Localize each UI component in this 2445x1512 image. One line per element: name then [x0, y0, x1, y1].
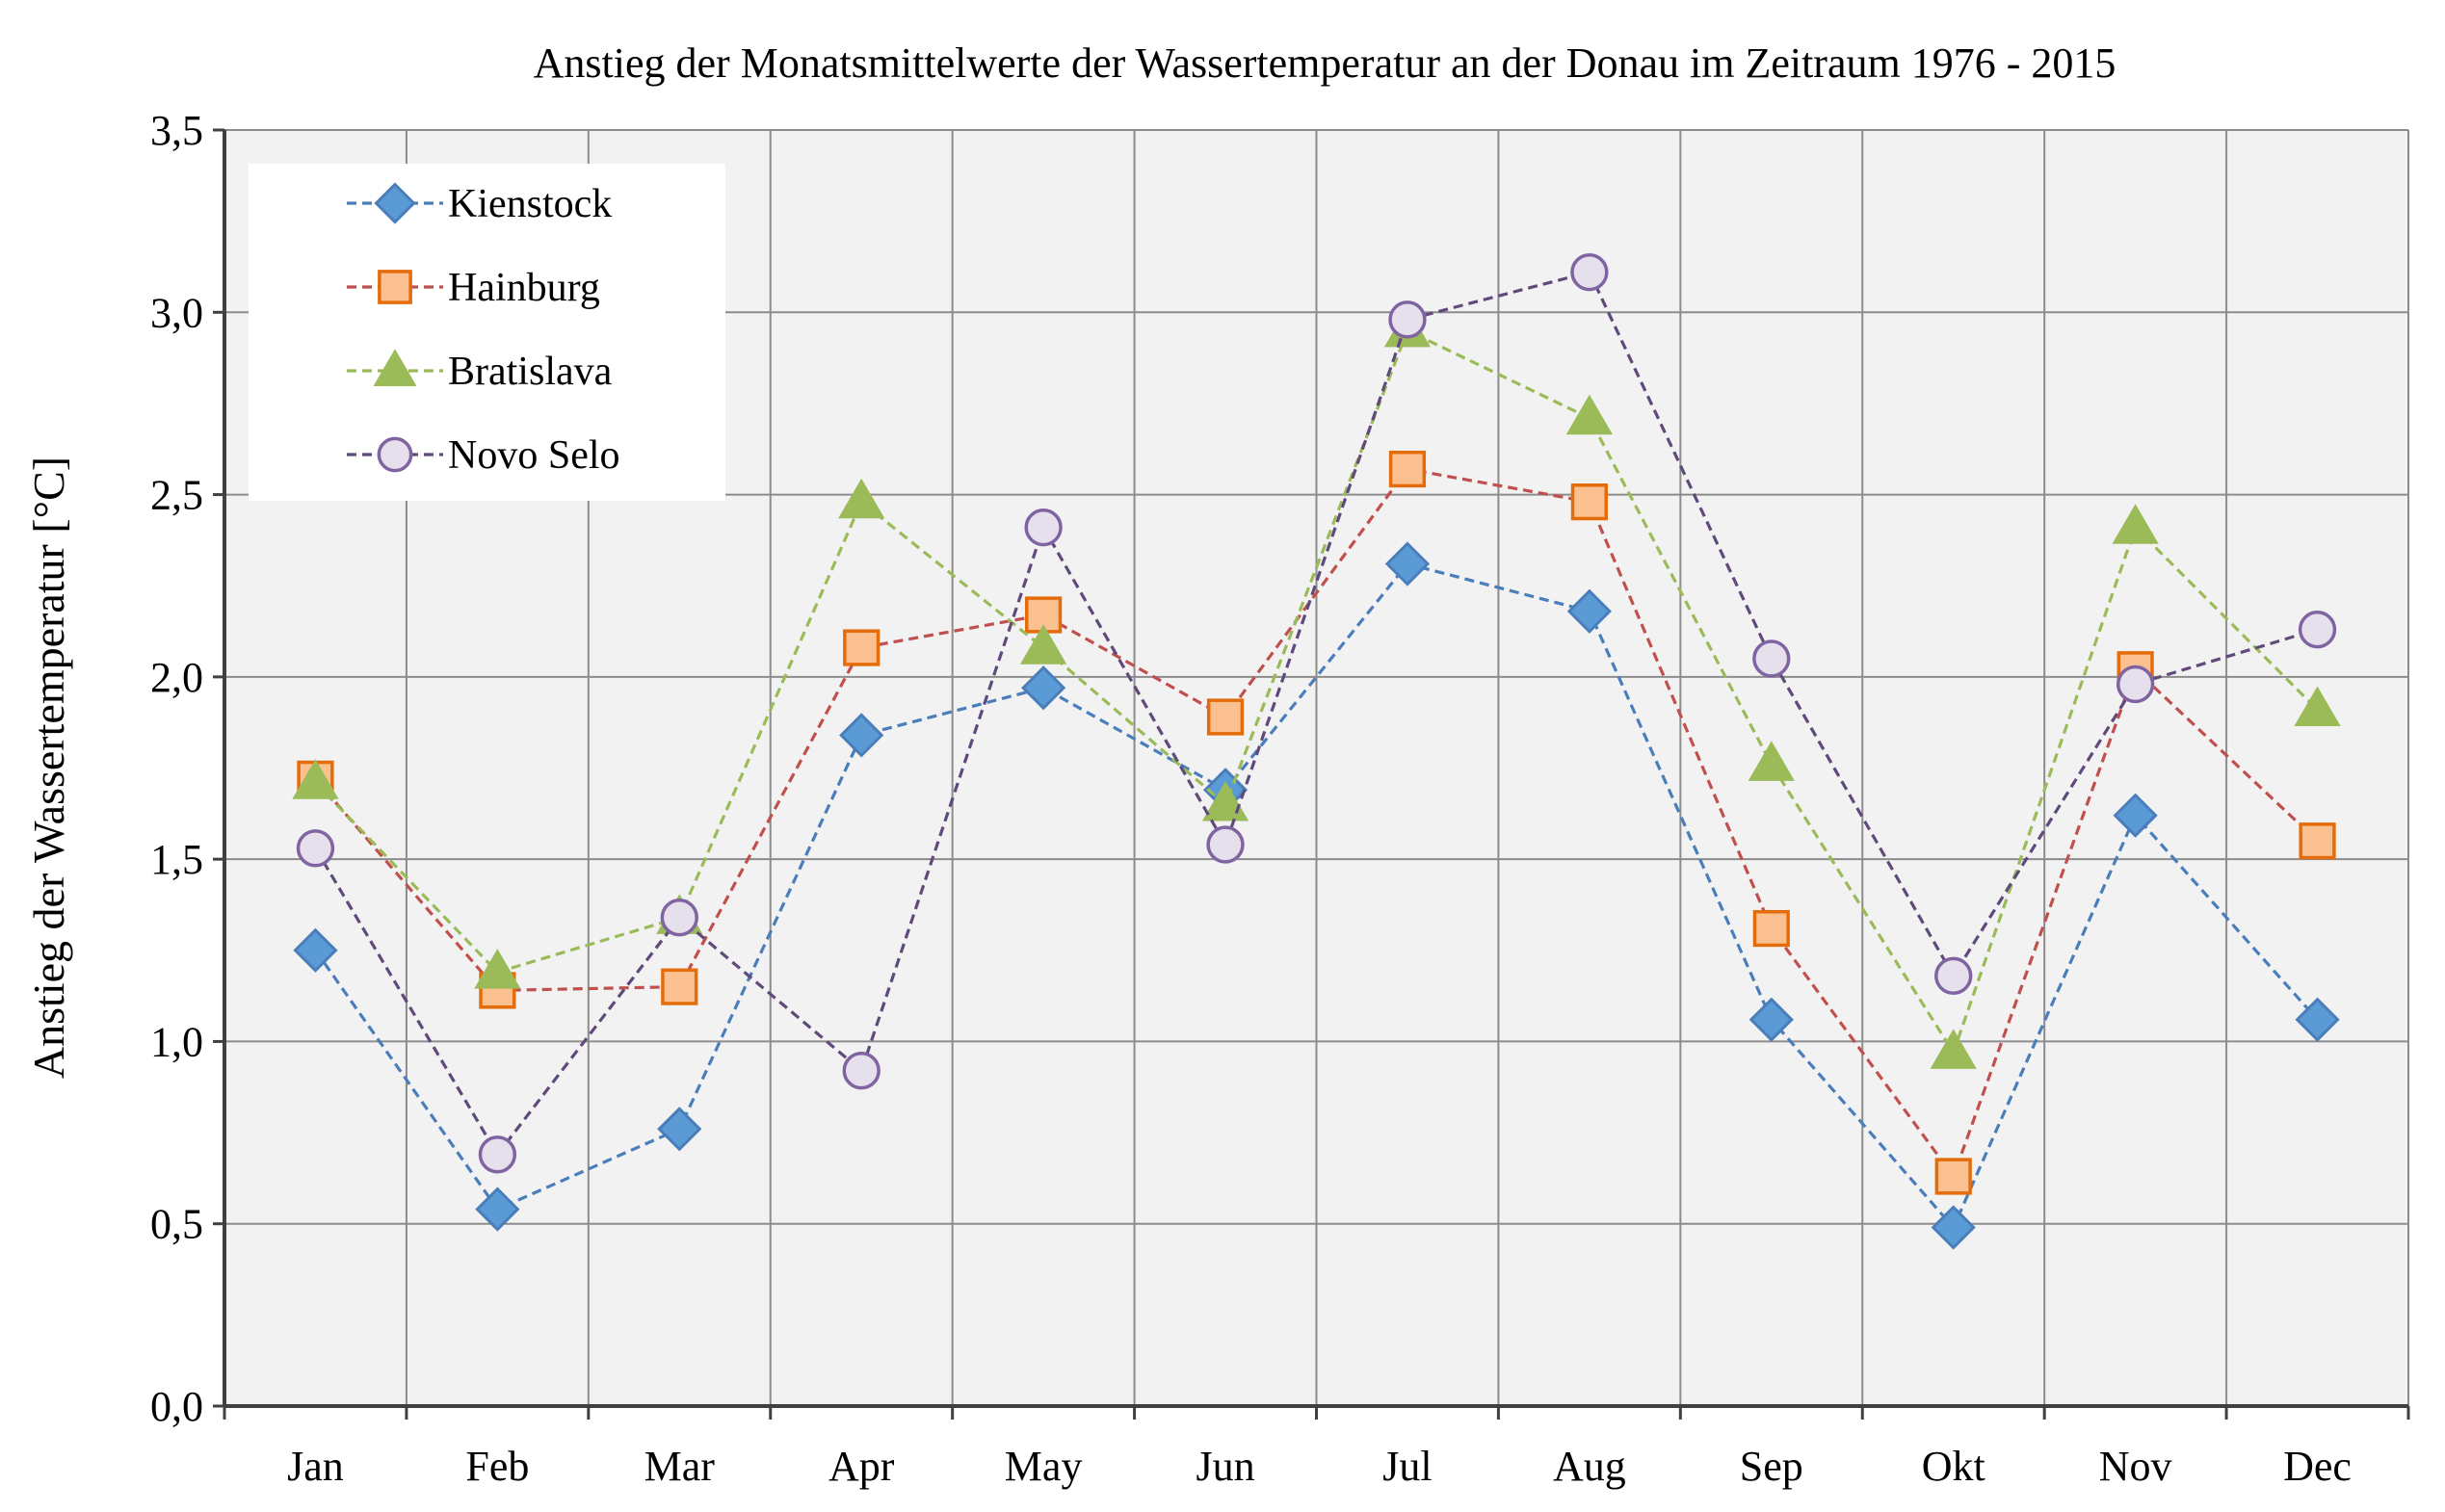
- kienstock-point: [657, 1107, 702, 1152]
- axes: [213, 128, 2410, 1420]
- y-tick-label: 1,5: [150, 836, 203, 883]
- novo-selo-point: [1752, 639, 1791, 678]
- hainburg-point: [1752, 909, 1790, 948]
- y-tick-label: 0,5: [150, 1201, 203, 1248]
- kienstock-point: [293, 927, 338, 973]
- y-axis-label: Anstieg der Wassertemperatur [°C]: [24, 456, 73, 1079]
- legend-label-novo-selo: Novo Selo: [448, 433, 620, 478]
- x-tick-label: May: [1005, 1443, 1083, 1490]
- x-tick-label: Mar: [644, 1443, 716, 1490]
- novo-selo-point: [2116, 665, 2155, 704]
- kienstock-point: [475, 1186, 520, 1232]
- hainburg-point: [1570, 483, 1608, 521]
- bratislava-point: [2112, 504, 2159, 544]
- novo-selo-point: [2298, 610, 2337, 649]
- kienstock-line: [314, 561, 2319, 1231]
- series-novo-selo: [296, 252, 2337, 1174]
- x-tick-label: Sep: [1740, 1443, 1803, 1490]
- kienstock-point: [1384, 541, 1431, 587]
- y-tick-label: 3,0: [150, 289, 203, 336]
- hainburg-point: [1388, 450, 1427, 488]
- novo-selo-point: [1570, 252, 1609, 292]
- novo-selo-point: [1388, 300, 1427, 339]
- legend-label-bratislava: Bratislava: [448, 350, 613, 394]
- x-axis-tick-labels: Jan Feb Mar Apr May Jun Jul Aug Sep Okt Nov Dec: [287, 1443, 2352, 1490]
- kienstock-point: [1566, 588, 1612, 634]
- kienstock-point: [1021, 665, 1066, 711]
- x-tick-label: Aug: [1553, 1443, 1626, 1490]
- hainburg-point: [2299, 822, 2336, 860]
- hainburg-point: [843, 629, 881, 666]
- bratislava-point: [1019, 624, 1067, 665]
- x-tick-label: Jun: [1196, 1443, 1254, 1490]
- x-tick-label: Apr: [828, 1443, 895, 1490]
- y-tick-label: 2,0: [150, 654, 203, 701]
- x-tick-label: Jul: [1382, 1443, 1432, 1490]
- x-tick-label: Nov: [2099, 1443, 2172, 1490]
- legend-marker-kienstock: [374, 182, 416, 224]
- novo-selo-point: [660, 899, 698, 937]
- legend-marker-hainburg: [378, 270, 412, 304]
- novo-selo-point: [478, 1135, 517, 1174]
- bratislava-line: [314, 328, 2319, 1056]
- x-tick-label: Okt: [1922, 1443, 1985, 1490]
- data-series: [292, 252, 2341, 1250]
- y-tick-label: 0,0: [150, 1383, 203, 1430]
- bratislava-point: [474, 949, 521, 989]
- bratislava-point: [2294, 686, 2341, 727]
- kienstock-point: [1748, 997, 1794, 1042]
- hainburg-point: [1934, 1158, 1972, 1195]
- legend-label-hainburg: Hainburg: [448, 266, 600, 310]
- bratislava-point: [1565, 394, 1614, 435]
- legend-box: [249, 164, 725, 501]
- y-tick-label: 1,0: [150, 1018, 203, 1065]
- hainburg-point: [661, 968, 698, 1005]
- legend: Kienstock Hainburg Bratislava Novo Selo: [249, 164, 725, 501]
- legend-label-kienstock: Kienstock: [448, 182, 612, 226]
- kienstock-point: [1931, 1205, 1976, 1250]
- bratislava-point: [1930, 1029, 1977, 1069]
- kienstock-point: [2113, 793, 2158, 838]
- x-tick-label: Feb: [465, 1443, 529, 1490]
- x-tick-label: Dec: [2283, 1443, 2352, 1490]
- legend-marker-novo-selo: [377, 436, 413, 473]
- novo-selo-point: [296, 829, 335, 868]
- novo-selo-line: [314, 270, 2319, 1158]
- bratislava-point: [1748, 741, 1795, 781]
- hainburg-point: [1206, 698, 1245, 736]
- y-tick-label: 3,5: [150, 107, 203, 154]
- x-tick-label: Jan: [287, 1443, 344, 1490]
- novo-selo-point: [1206, 825, 1245, 864]
- legend-marker-bratislava: [373, 349, 417, 386]
- kienstock-point: [839, 713, 884, 758]
- y-tick-label: 2,5: [150, 472, 203, 519]
- hainburg-line: [314, 467, 2319, 1180]
- bratislava-point: [838, 478, 885, 519]
- y-axis-tick-labels: 0,0 0,5 1,0 1,5 2,0 2,5 3,0 3,5: [150, 107, 203, 1430]
- kienstock-point: [2295, 997, 2340, 1042]
- bratislava-point: [292, 759, 339, 799]
- novo-selo-point: [1934, 956, 1973, 995]
- novo-selo-point: [842, 1052, 881, 1090]
- novo-selo-point: [1024, 508, 1063, 547]
- chart-title: Anstieg der Monatsmittelwerte der Wasser…: [534, 39, 2116, 87]
